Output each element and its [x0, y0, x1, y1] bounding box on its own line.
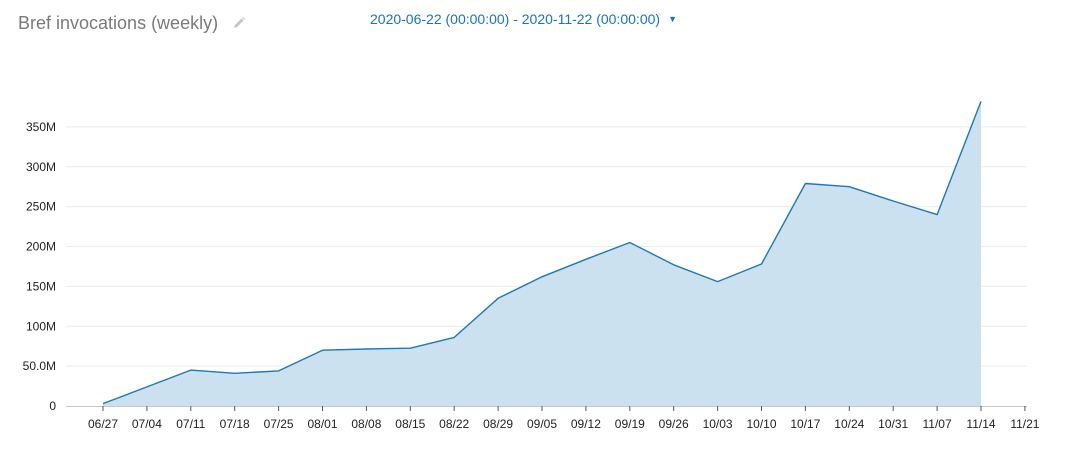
x-tick-label: 08/15 [395, 417, 425, 431]
y-tick-label: 0 [49, 399, 56, 413]
y-tick-label: 350M [26, 120, 56, 134]
x-tick-label: 07/11 [176, 417, 205, 431]
y-tick-label: 200M [26, 240, 56, 254]
y-tick-label: 100M [26, 319, 56, 333]
pencil-icon[interactable] [232, 16, 246, 30]
y-tick-label: 300M [26, 160, 56, 174]
x-tick-label: 09/26 [659, 417, 689, 431]
x-tick-label: 08/08 [351, 417, 381, 431]
x-tick-label: 11/14 [966, 417, 995, 431]
date-range-dropdown[interactable]: 2020-06-22 (00:00:00) - 2020-11-22 (00:0… [370, 11, 677, 27]
x-tick-label: 10/10 [746, 417, 776, 431]
x-tick-label: 09/19 [615, 417, 645, 431]
x-tick-label: 07/18 [220, 417, 250, 431]
x-tick-label: 10/31 [878, 417, 908, 431]
chart-title: Bref invocations (weekly) [18, 13, 219, 33]
caret-down-icon: ▼ [668, 14, 677, 24]
y-tick-label: 250M [26, 200, 56, 214]
x-axis-labels: 06/27 07/04 07/11 07/18 07/25 08/01 08/08 08/15… [88, 417, 1040, 431]
x-tick-label: 09/12 [571, 417, 601, 431]
x-tick-label: 07/25 [264, 417, 294, 431]
x-tick-label: 10/03 [703, 417, 733, 431]
x-tick-label: 08/01 [307, 417, 337, 431]
series-line [102, 101, 982, 405]
y-tick-label: 150M [26, 279, 56, 293]
x-tick-label: 11/07 [923, 417, 952, 431]
y-tick-label: 50.0M [23, 359, 56, 373]
x-tick-label: 11/21 [1010, 417, 1039, 431]
date-range-label: 2020-06-22 (00:00:00) - 2020-11-22 (00:0… [370, 11, 661, 27]
y-axis-labels: 0 50.0M 100M 150M 200M 250M 300M 350M [23, 120, 57, 413]
x-tick-label: 10/24 [834, 417, 864, 431]
x-tick-label: 09/05 [527, 417, 557, 431]
x-tick-label: 06/27 [88, 417, 118, 431]
area-fill [103, 101, 981, 407]
x-tick-label: 10/17 [790, 417, 820, 431]
x-tick-label: 07/04 [132, 417, 162, 431]
x-tick-label: 08/22 [439, 417, 469, 431]
x-axis-ticks [102, 406, 1026, 411]
x-tick-label: 08/29 [483, 417, 513, 431]
